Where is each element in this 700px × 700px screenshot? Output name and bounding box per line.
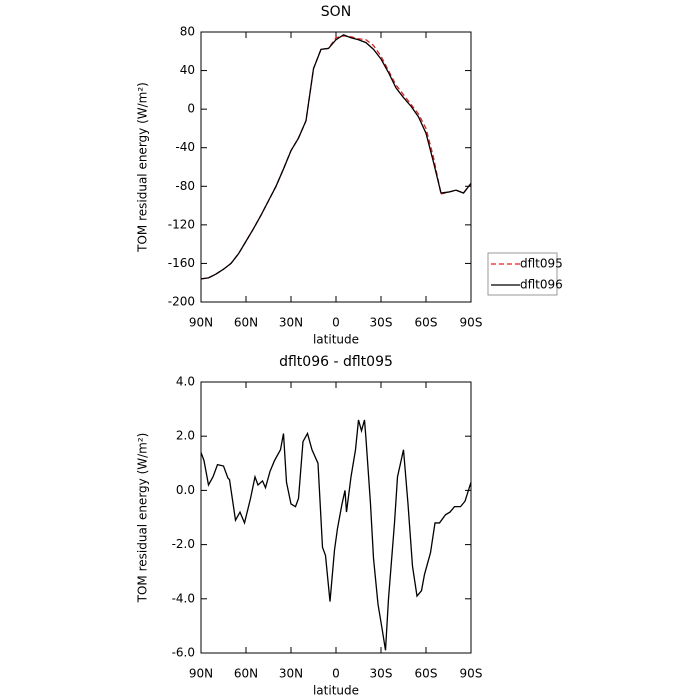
y-tick-label: -4.0 xyxy=(172,591,195,605)
x-tick-label: 90N xyxy=(189,316,213,330)
plot-frame xyxy=(200,381,472,654)
y-tick-label: 0.0 xyxy=(176,483,195,497)
x-tick-label: 30N xyxy=(279,667,303,681)
y-tick-label: -120 xyxy=(168,217,195,231)
x-tick-label: 90N xyxy=(189,667,213,681)
x-tick-label: 60S xyxy=(415,316,438,330)
y-tick-label: -2.0 xyxy=(172,537,195,551)
y-tick-label: -80 xyxy=(175,179,195,193)
y-tick-label: 80 xyxy=(180,25,195,39)
x-tick-label: 60N xyxy=(234,667,258,681)
x-axis-label: latitude xyxy=(313,333,359,347)
legend-label: dflt095 xyxy=(520,257,563,271)
y-tick-label: -40 xyxy=(175,140,195,154)
y-axis-label: TOM residual energy (W/m²) xyxy=(136,433,150,604)
chart-title: dflt096 - dflt095 xyxy=(279,354,393,370)
y-tick-label: 4.0 xyxy=(176,375,195,389)
x-tick-label: 0 xyxy=(332,316,340,330)
data-line xyxy=(200,34,472,280)
y-tick-label: 0 xyxy=(187,102,195,116)
y-axis-label: TOM residual energy (W/m²) xyxy=(136,82,150,253)
x-tick-label: 30S xyxy=(370,667,393,681)
x-tick-label: 0 xyxy=(332,667,340,681)
x-tick-label: 60N xyxy=(234,316,258,330)
legend-label: dflt096 xyxy=(520,278,563,292)
y-tick-label: -160 xyxy=(168,256,195,270)
x-axis-label: latitude xyxy=(313,684,359,698)
data-line xyxy=(200,419,472,651)
plot-frame xyxy=(200,31,472,303)
y-tick-label: -6.0 xyxy=(172,646,195,660)
y-tick-label: 2.0 xyxy=(176,429,195,443)
data-line xyxy=(200,35,472,280)
chart-title: SON xyxy=(321,4,351,20)
x-tick-label: 90S xyxy=(460,667,483,681)
x-tick-label: 90S xyxy=(460,316,483,330)
legend-box xyxy=(487,252,558,296)
x-tick-label: 30S xyxy=(370,316,393,330)
x-tick-label: 60S xyxy=(415,667,438,681)
y-tick-label: 40 xyxy=(180,63,195,77)
x-tick-label: 30N xyxy=(279,316,303,330)
y-tick-label: -200 xyxy=(168,295,195,309)
